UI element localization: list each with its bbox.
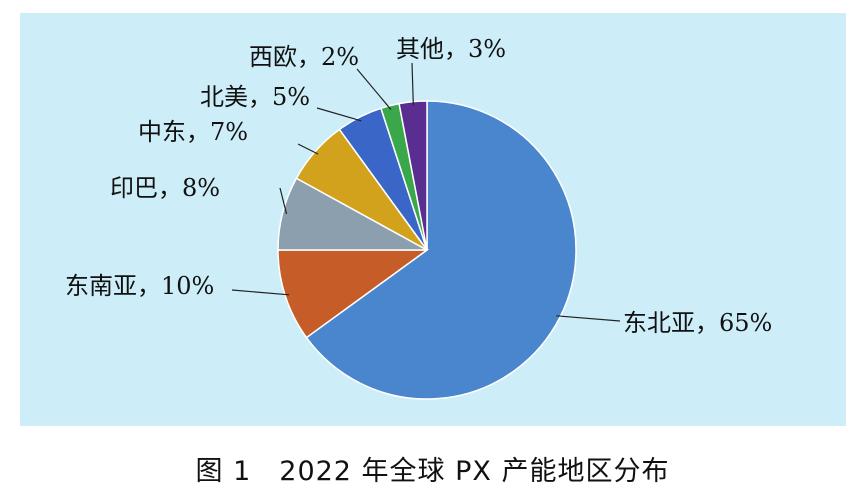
pie-chart: 东北亚，65% 东南亚，10% 印巴，8% 中东，7% 北美，5% 西欧，2% 其他，3% (65, 35, 772, 400)
slice-label-2: 印巴，8% (110, 174, 220, 202)
figure-caption: 图 1 2022 年全球 PX 产能地区分布 (195, 456, 670, 487)
slice-label-1: 东南亚，10% (65, 272, 214, 300)
slice-label-4: 北美，5% (200, 83, 310, 111)
pie-slice-0 (305, 100, 577, 400)
leader-line-6 (411, 62, 414, 106)
leader-line-3 (297, 143, 319, 155)
slice-label-0: 东北亚，65% (623, 309, 772, 337)
slice-label-3: 中东，7% (138, 118, 248, 146)
slice-label-6: 其他，3% (396, 35, 506, 63)
leader-line-4 (316, 107, 362, 122)
chart-panel: 东北亚，65% 东南亚，10% 印巴，8% 中东，7% 北美，5% 西欧，2% 其他，3% (20, 13, 846, 426)
pie-slice-1 (277, 249, 430, 339)
leader-line-5 (356, 68, 392, 110)
leader-line-2 (279, 187, 288, 215)
slice-label-5: 西欧，2% (249, 43, 359, 71)
leader-line-1 (231, 289, 290, 296)
leader-line-0 (556, 315, 621, 322)
